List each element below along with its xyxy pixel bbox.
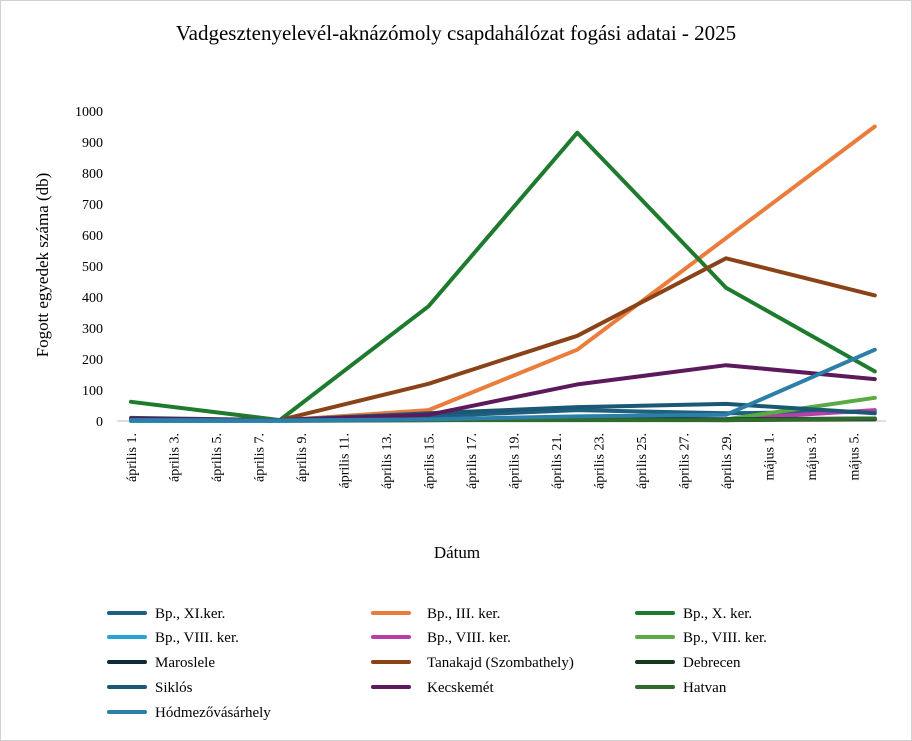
y-axis-ticks: 0 100 200 300 400 500 600 700 800 900 1000	[75, 105, 103, 430]
legend-label: Hódmezővásárhely	[155, 705, 271, 721]
x-tick-label: április 27.	[678, 433, 693, 489]
y-tick-label: 200	[82, 353, 103, 368]
x-tick-label: április 11.	[338, 433, 353, 488]
legend-label: Debrecen	[683, 655, 741, 671]
legend-entry: Debrecen	[635, 655, 741, 671]
legend-label: Bp., XI.ker.	[155, 606, 225, 622]
legend: Bp., XI.ker. Bp., III. ker. Bp., X. ker. Bp…	[107, 606, 767, 721]
x-tick-label: május 5.	[848, 433, 863, 480]
series-line	[129, 347, 877, 423]
legend-entry: Bp., X. ker.	[635, 606, 752, 622]
chart-title: Vadgesztenyelevél-aknázómoly csapdahálóz…	[176, 21, 736, 45]
legend-label: Bp., VIII. ker.	[155, 630, 239, 646]
y-tick-label: 400	[82, 291, 103, 306]
y-tick-label: 800	[82, 167, 103, 182]
y-tick-label: 1000	[75, 105, 103, 120]
y-tick-label: 900	[82, 136, 103, 151]
x-tick-label: április 23.	[593, 433, 608, 489]
x-tick-label: május 1.	[763, 433, 778, 480]
y-tick-label: 700	[82, 198, 103, 213]
x-tick-label: április 19.	[508, 433, 523, 489]
legend-label: Kecskemét	[427, 680, 494, 696]
legend-label: Bp., VIII. ker.	[683, 630, 767, 646]
x-tick-label: április 25.	[635, 433, 650, 489]
x-tick-label: április 9.	[295, 433, 310, 482]
x-axis-ticks: április 1. április 3. április 5. április 7.…	[125, 433, 863, 489]
y-axis-title: Fogott egyedek száma (db)	[33, 173, 52, 358]
x-tick-label: április 21.	[550, 433, 565, 489]
y-tick-label: 100	[82, 384, 103, 399]
legend-entry: Bp., VIII. ker.	[635, 630, 767, 646]
x-tick-label: április 3.	[168, 433, 183, 482]
x-tick-label: április 17.	[465, 433, 480, 489]
y-tick-label: 0	[96, 415, 103, 430]
legend-label: Hatvan	[683, 680, 727, 696]
legend-entry: Hódmezővásárhely	[107, 705, 271, 721]
x-tick-label: április 7.	[253, 433, 268, 482]
legend-entry: Maroslele	[107, 655, 215, 671]
y-tick-label: 300	[82, 322, 103, 337]
series-line	[129, 130, 877, 423]
legend-entry: Bp., III. ker.	[371, 606, 500, 622]
legend-label: Siklós	[155, 680, 193, 696]
y-tick-label: 500	[82, 260, 103, 275]
x-tick-label: május 3.	[805, 433, 820, 480]
legend-entry: Tanakajd (Szombathely)	[371, 655, 574, 671]
series-line	[129, 124, 877, 423]
legend-label: Tanakajd (Szombathely)	[427, 655, 574, 671]
legend-label: Bp., III. ker.	[427, 606, 500, 622]
legend-label: Maroslele	[155, 655, 215, 671]
x-axis-title: Dátum	[434, 543, 480, 562]
legend-entry: Bp., VIII. ker.	[371, 630, 511, 646]
legend-entry: Kecskemét	[371, 680, 494, 696]
legend-entry: Bp., XI.ker.	[107, 606, 225, 622]
series-line	[129, 256, 877, 423]
x-tick-label: április 13.	[380, 433, 395, 489]
legend-entry: Siklós	[107, 680, 193, 696]
x-tick-label: április 15.	[423, 433, 438, 489]
legend-entry: Hatvan	[635, 680, 727, 696]
series-lines	[129, 124, 877, 423]
legend-label: Bp., VIII. ker.	[427, 630, 511, 646]
y-tick-label: 600	[82, 229, 103, 244]
x-tick-label: április 1.	[125, 433, 140, 482]
x-tick-label: április 5.	[210, 433, 225, 482]
legend-entry: Bp., VIII. ker.	[107, 630, 239, 646]
x-tick-label: április 29.	[720, 433, 735, 489]
legend-label: Bp., X. ker.	[683, 606, 752, 622]
